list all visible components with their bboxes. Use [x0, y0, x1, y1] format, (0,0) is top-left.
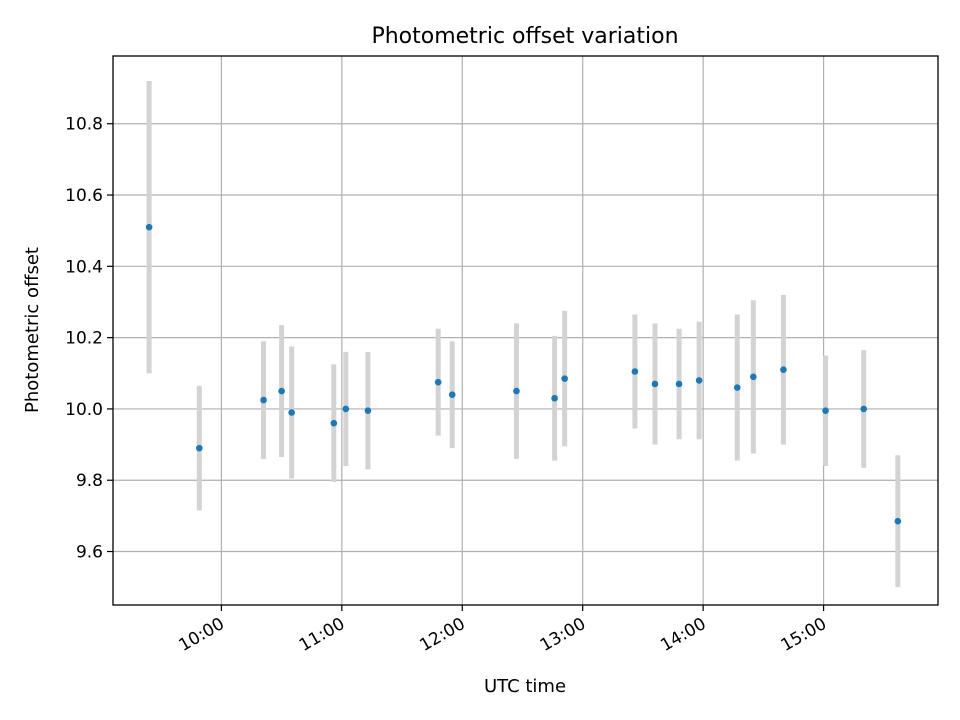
y-tick-label: 9.6 — [76, 543, 103, 563]
data-point — [448, 391, 456, 398]
data-point — [733, 384, 741, 391]
data-point — [551, 394, 558, 402]
y-tick-label: 9.8 — [76, 471, 103, 491]
data-point — [513, 387, 520, 395]
data-point — [780, 366, 787, 374]
y-tick-label: 10.6 — [65, 186, 103, 206]
y-tick-label: 10.2 — [65, 329, 103, 349]
y-axis-label: Photometric offset — [22, 247, 43, 413]
data-point — [860, 405, 868, 413]
data-point — [434, 378, 442, 386]
data-point — [288, 409, 295, 416]
data-point — [561, 375, 568, 382]
data-point — [822, 407, 829, 415]
data-point — [695, 377, 703, 384]
chart-title: Photometric offset variation — [371, 24, 678, 49]
y-tick-label: 10.4 — [65, 257, 103, 277]
data-point — [330, 419, 338, 427]
data-point — [750, 373, 757, 381]
grid-lines — [113, 56, 938, 605]
y-tick-label: 10.8 — [65, 115, 103, 135]
data-point — [260, 396, 267, 404]
x-axis-label: UTC time — [484, 676, 566, 697]
data-point — [675, 380, 683, 388]
data-point — [631, 368, 639, 375]
data-point — [894, 517, 902, 525]
data-point — [364, 407, 372, 415]
data-point — [651, 380, 659, 388]
data-point — [145, 223, 153, 231]
data-points — [145, 223, 902, 525]
y-tick-label: 10.0 — [65, 400, 103, 420]
data-point — [278, 387, 285, 395]
plot-frame — [112, 55, 939, 606]
data-point — [342, 405, 350, 413]
data-point — [196, 444, 203, 452]
